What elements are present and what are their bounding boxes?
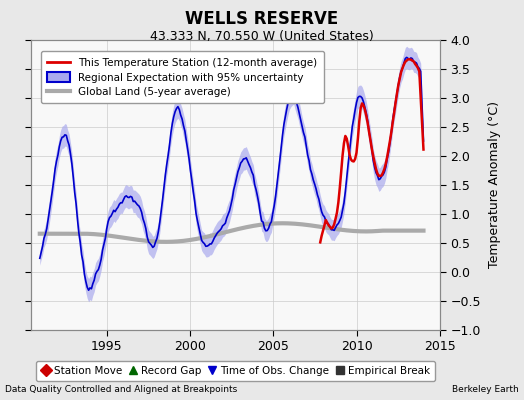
Y-axis label: Temperature Anomaly (°C): Temperature Anomaly (°C) (488, 102, 501, 268)
Text: Data Quality Controlled and Aligned at Breakpoints: Data Quality Controlled and Aligned at B… (5, 385, 237, 394)
Text: 43.333 N, 70.550 W (United States): 43.333 N, 70.550 W (United States) (150, 30, 374, 43)
Text: WELLS RESERVE: WELLS RESERVE (185, 10, 339, 28)
Legend: Station Move, Record Gap, Time of Obs. Change, Empirical Break: Station Move, Record Gap, Time of Obs. C… (36, 361, 435, 381)
Text: Berkeley Earth: Berkeley Earth (452, 385, 519, 394)
